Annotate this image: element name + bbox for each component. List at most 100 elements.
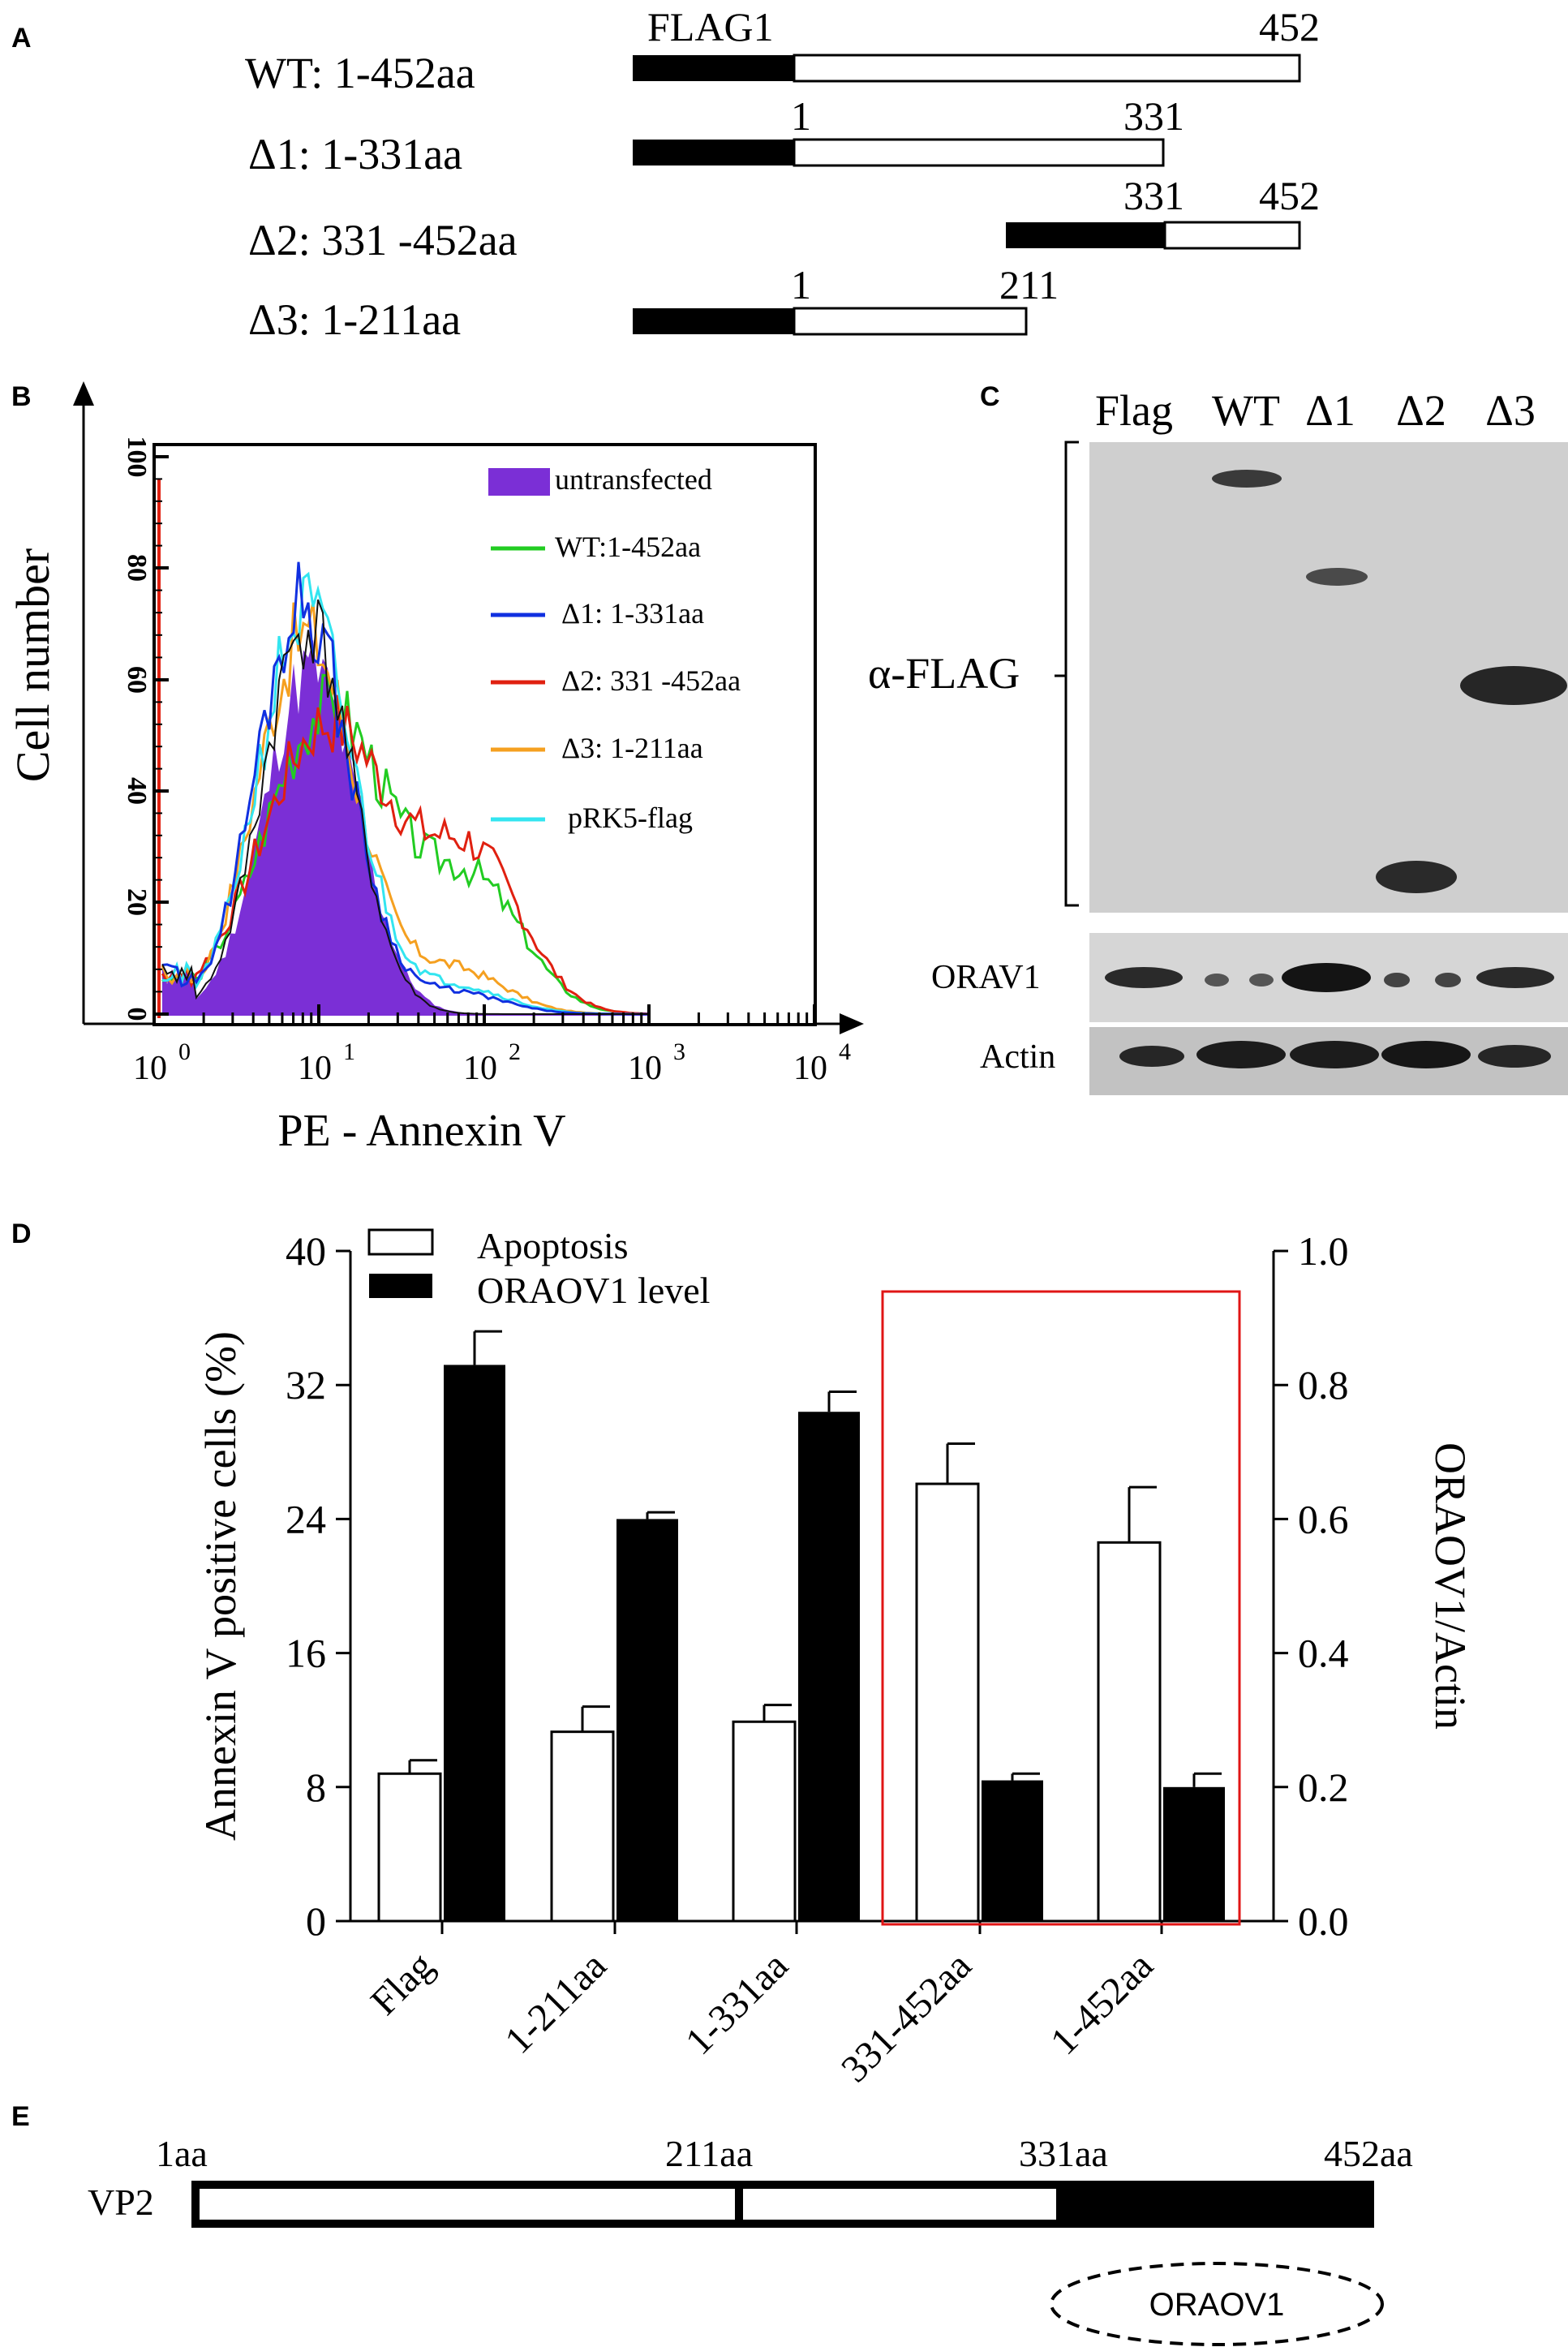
category-label: Flag — [363, 1944, 442, 2023]
y-tick-label: 80 — [122, 554, 152, 582]
histogram-trace-outline — [161, 599, 649, 1015]
band-actin-flag — [1119, 1046, 1184, 1067]
left-tick-label: 32 — [286, 1362, 326, 1408]
y-tick-label: 40 — [122, 777, 152, 805]
band-orav1-wt-a — [1205, 974, 1229, 987]
blot-label-flag: α-FLAG — [868, 649, 1020, 698]
left-tick-label: 16 — [286, 1631, 326, 1676]
position-label-331: 331aa — [1019, 2133, 1108, 2174]
y-tick-label: 0 — [122, 1008, 152, 1021]
construct-wt-start: FLAG1 — [647, 4, 774, 49]
x-tick-label: 10 — [793, 1050, 827, 1087]
x-tick-exponent: 3 — [673, 1038, 685, 1065]
x-tick-exponent: 1 — [343, 1038, 355, 1065]
band-actin-d3 — [1478, 1045, 1551, 1068]
position-label-452: 452aa — [1324, 2133, 1413, 2174]
right-tick-label: 0.0 — [1298, 1898, 1349, 1944]
panel-d-letter: D — [11, 1219, 32, 1249]
oraov1-bar — [798, 1412, 860, 1921]
panel-d: D 0 8 16 24 32 40 0.0 0.2 0.4 0.6 0.8 1.0 Annexin V … — [11, 1219, 1475, 2091]
histogram-legend: untransfected WT:1-452aa Δ1: 1-331aa Δ2:… — [488, 463, 741, 834]
blot-label-actin: Actin — [980, 1038, 1055, 1076]
lane-label-d2: Δ2 — [1396, 386, 1446, 435]
histogram-ylabel: Cell number — [6, 548, 59, 782]
construct-wt-body — [793, 54, 1301, 83]
bar-chart-y2label: ORAOV1/Actin — [1426, 1442, 1475, 1730]
left-tick-label: 0 — [306, 1898, 326, 1944]
panel-a: A WT: 1-452aa FLAG1 452 Δ1: 1-331aa 1 33… — [11, 4, 1320, 344]
construct-d3-start: 1 — [791, 262, 811, 307]
vp2-region-1-211 — [200, 2189, 735, 2220]
panel-e: E 1aa 211aa 331aa 452aa VP2 ORAOV1 — [11, 2101, 1413, 2346]
construct-d1-body — [793, 138, 1165, 167]
construct-d2-body — [1163, 221, 1301, 250]
bar-chart-legend: Apoptosis ORAOV1 level — [367, 1225, 710, 1311]
x-tick-label: 10 — [133, 1050, 167, 1087]
construct-wt-end: 452 — [1259, 4, 1320, 49]
band-actin-d1 — [1290, 1041, 1379, 1068]
construct-wt-flag-tag — [633, 55, 794, 81]
category-label: 1-331aa — [677, 1944, 797, 2063]
legend-swatch-oraov1 — [369, 1274, 432, 1298]
right-tick-label: 0.4 — [1298, 1631, 1349, 1676]
position-label-211: 211aa — [665, 2133, 753, 2174]
left-tick-label: 40 — [286, 1228, 326, 1274]
apoptosis-bar — [1097, 1541, 1162, 1923]
construct-d2-start: 331 — [1123, 173, 1184, 218]
legend-label-wt: WT:1-452aa — [555, 531, 701, 563]
band-actin-wt — [1196, 1041, 1286, 1068]
band-flag-wt — [1212, 470, 1282, 488]
panel-a-letter: A — [11, 23, 32, 54]
lane-label-flag: Flag — [1095, 386, 1173, 435]
x-tick-exponent: 2 — [509, 1038, 521, 1065]
histogram-x-ticks: 10 0 10 1 10 2 10 3 10 4 — [133, 1004, 851, 1087]
oraov1-bar — [616, 1519, 678, 1921]
oraov1-binding-label: ORAOV1 — [1149, 2287, 1285, 2323]
x-axis-arrowhead — [840, 1013, 864, 1034]
histogram-xlabel: PE - Annexin V — [277, 1106, 565, 1156]
position-label-1: 1aa — [156, 2133, 208, 2174]
lane-label-d1: Δ1 — [1305, 386, 1355, 435]
legend-label-d1: Δ1: 1-331aa — [561, 597, 704, 630]
band-orav1-d3 — [1476, 967, 1554, 988]
band-actin-d2 — [1381, 1041, 1471, 1068]
right-tick-label: 0.8 — [1298, 1362, 1349, 1408]
right-tick-label: 0.2 — [1298, 1765, 1349, 1810]
legend-swatch-untransfected — [488, 468, 550, 496]
panel-c: C Flag WT Δ1 Δ2 Δ3 α-FLAG ORAV1 Actin — [868, 381, 1568, 1095]
apoptosis-bar — [915, 1482, 980, 1923]
left-tick-label: 24 — [286, 1496, 326, 1541]
construct-d3-end: 211 — [999, 262, 1059, 307]
construct-d3-body — [793, 307, 1028, 336]
apoptosis-bar — [732, 1720, 797, 1923]
construct-d3-flag-tag — [633, 308, 794, 334]
x-tick-exponent: 0 — [178, 1038, 191, 1065]
band-orav1-d2-b — [1435, 973, 1461, 987]
band-flag-d1 — [1306, 568, 1368, 586]
histogram-trace-d2 — [161, 694, 650, 1016]
blot-lane-labels: Flag WT Δ1 Δ2 Δ3 — [1095, 386, 1536, 435]
apoptosis-bar — [550, 1730, 615, 1923]
construct-d2-label: Δ2: 331 -452aa — [248, 216, 518, 264]
right-tick-label: 0.6 — [1298, 1496, 1349, 1541]
band-flag-d2 — [1376, 861, 1457, 893]
oraov1-bar — [982, 1780, 1043, 1921]
y-tick-label: 100 — [122, 436, 152, 478]
histogram-trace-untransfected — [162, 639, 649, 1016]
construct-wt-label: WT: 1-452aa — [245, 49, 475, 97]
y-tick-label: 20 — [122, 888, 152, 916]
band-flag-d3 — [1460, 666, 1567, 705]
construct-d1-end: 331 — [1123, 93, 1184, 139]
y-tick-label: 60 — [122, 666, 152, 694]
panel-e-letter: E — [11, 2101, 30, 2132]
panel-b-letter: B — [11, 381, 32, 412]
category-label: 331-452aa — [833, 1944, 980, 2091]
vp2-region-211-331 — [743, 2189, 1056, 2220]
band-orav1-wt-b — [1249, 974, 1274, 987]
legend-label-untransfected: untransfected — [555, 463, 712, 496]
category-label: 1-211aa — [496, 1944, 615, 2062]
x-tick-label: 10 — [298, 1050, 332, 1087]
oraov1-binding-ellipse — [1050, 2262, 1384, 2346]
histogram-trace-d1 — [161, 561, 649, 1016]
